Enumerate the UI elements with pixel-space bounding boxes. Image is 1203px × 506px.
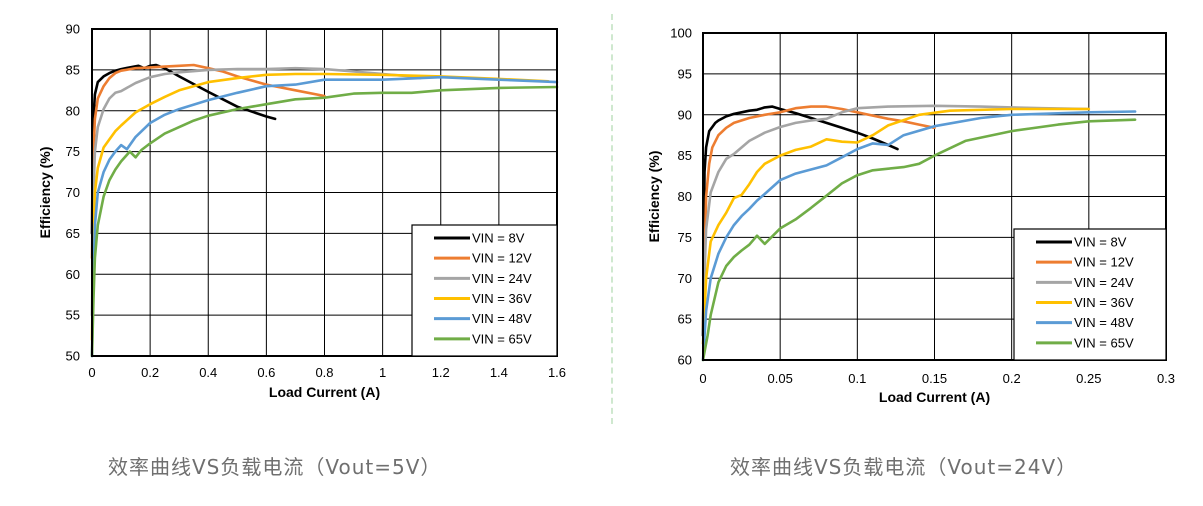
y-tick-label: 75 — [678, 230, 692, 245]
x-tick-label: 1 — [379, 365, 386, 380]
chart-caption: 效率曲线VS负载电流（Vout=24V） — [730, 455, 1078, 479]
y-tick-label: 95 — [678, 66, 692, 81]
y-tick-label: 60 — [66, 267, 80, 282]
series-lines — [90, 63, 559, 358]
series-line-vin-24v — [701, 104, 1091, 321]
legend-label: VIN = 12V — [472, 251, 532, 266]
series-line-vin-8v — [701, 105, 899, 337]
legend-label: VIN = 24V — [472, 271, 532, 286]
chart-panel-vout-5v: 50 55 60 65 70 75 80 85 90 0 0.2 0.4 0.6 0.8 1 1.2 1.4 1.… — [0, 0, 600, 506]
x-tick-label: 1.6 — [548, 365, 566, 380]
legend-label: VIN = 36V — [472, 291, 532, 306]
series-line-vin-8v — [90, 63, 277, 235]
y-tick-label: 90 — [66, 22, 80, 37]
chart-caption: 效率曲线VS负载电流（Vout=5V） — [108, 455, 442, 479]
y-tick-label: 65 — [66, 226, 80, 241]
y-tick-label: 60 — [678, 353, 692, 368]
y-tick-label: 80 — [66, 103, 80, 118]
x-tick-label: 0.4 — [199, 365, 217, 380]
panel-divider — [611, 14, 613, 424]
x-tick-label: 0 — [88, 365, 95, 380]
legend-label: VIN = 12V — [1074, 255, 1134, 270]
x-tick-label: 0 — [699, 371, 706, 386]
y-tick-label: 65 — [678, 312, 692, 327]
x-tick-label: 0.3 — [1157, 371, 1175, 386]
series-line-vin-12v — [90, 63, 326, 260]
y-tick-label: 85 — [678, 148, 692, 163]
series-line-vin-36v — [701, 107, 1091, 345]
y-tick-label: 50 — [66, 349, 80, 364]
series-line-vin-36v — [90, 72, 550, 341]
series-line-vin-24v — [90, 66, 422, 317]
y-tick-label: 85 — [66, 62, 80, 77]
plot-border — [91, 28, 558, 357]
legend: VIN = 8V VIN = 12V VIN = 24V VIN = 36V VIN =… — [1013, 228, 1167, 361]
x-tick-label: 0.15 — [922, 371, 947, 386]
x-tick-label: 1.2 — [432, 365, 450, 380]
y-axis-label: Efficiency (%) — [37, 147, 53, 239]
y-tick-label: 100 — [670, 26, 692, 41]
legend-box — [411, 224, 558, 357]
y-tick-label: 70 — [66, 185, 80, 200]
series-line-vin-12v — [701, 105, 936, 329]
legend-box — [1013, 228, 1167, 361]
x-axis-label: Load Current (A) — [269, 384, 380, 400]
legend-label: VIN = 36V — [1074, 295, 1134, 310]
x-tick-label: 0.25 — [1076, 371, 1101, 386]
series-line-vin-65v — [701, 118, 1137, 362]
grid-lines — [92, 29, 557, 356]
legend: VIN = 8V VIN = 12V VIN = 24V VIN = 36V VIN =… — [411, 224, 558, 357]
series-line-vin-48v — [701, 110, 1137, 362]
efficiency-chart-vout-5v: 50 55 60 65 70 75 80 85 90 0 0.2 0.4 0.6 0.8 1 1.2 1.4 1.… — [37, 22, 566, 401]
series-lines — [701, 104, 1137, 362]
y-tick-label: 80 — [678, 189, 692, 204]
y-axis-label: Efficiency (%) — [646, 151, 662, 243]
x-tick-label: 1.4 — [490, 365, 508, 380]
efficiency-chart-vout-24v: 60 65 70 75 80 85 90 95 100 0 0.05 0.1 0.15 0.2 0.25 0.… — [646, 26, 1175, 406]
x-tick-label: 0.05 — [768, 371, 793, 386]
y-tick-label: 75 — [66, 144, 80, 159]
legend-label: VIN = 24V — [1074, 275, 1134, 290]
y-tick-label: 90 — [678, 107, 692, 122]
series-line-vin-48v — [90, 75, 559, 358]
x-axis-label: Load Current (A) — [879, 389, 990, 405]
x-tick-label: 0.8 — [315, 365, 333, 380]
series-line-vin-65v — [90, 85, 559, 358]
legend-label: VIN = 48V — [472, 311, 532, 326]
x-tick-label: 0.2 — [141, 365, 159, 380]
x-tick-label: 0.2 — [1003, 371, 1021, 386]
legend-label: VIN = 8V — [472, 231, 525, 246]
x-tick-label: 0.6 — [257, 365, 275, 380]
legend-label: VIN = 65V — [1074, 335, 1134, 350]
legend-label: VIN = 8V — [1074, 235, 1127, 250]
plot-border — [702, 32, 1167, 361]
legend-label: VIN = 48V — [1074, 315, 1134, 330]
chart-panel-vout-24v: 60 65 70 75 80 85 90 95 100 0 0.05 0.1 0.15 0.2 0.25 0.… — [603, 0, 1203, 506]
y-tick-label: 55 — [66, 308, 80, 323]
y-tick-label: 70 — [678, 271, 692, 286]
legend-label: VIN = 65V — [472, 331, 532, 346]
x-tick-label: 0.1 — [848, 371, 866, 386]
